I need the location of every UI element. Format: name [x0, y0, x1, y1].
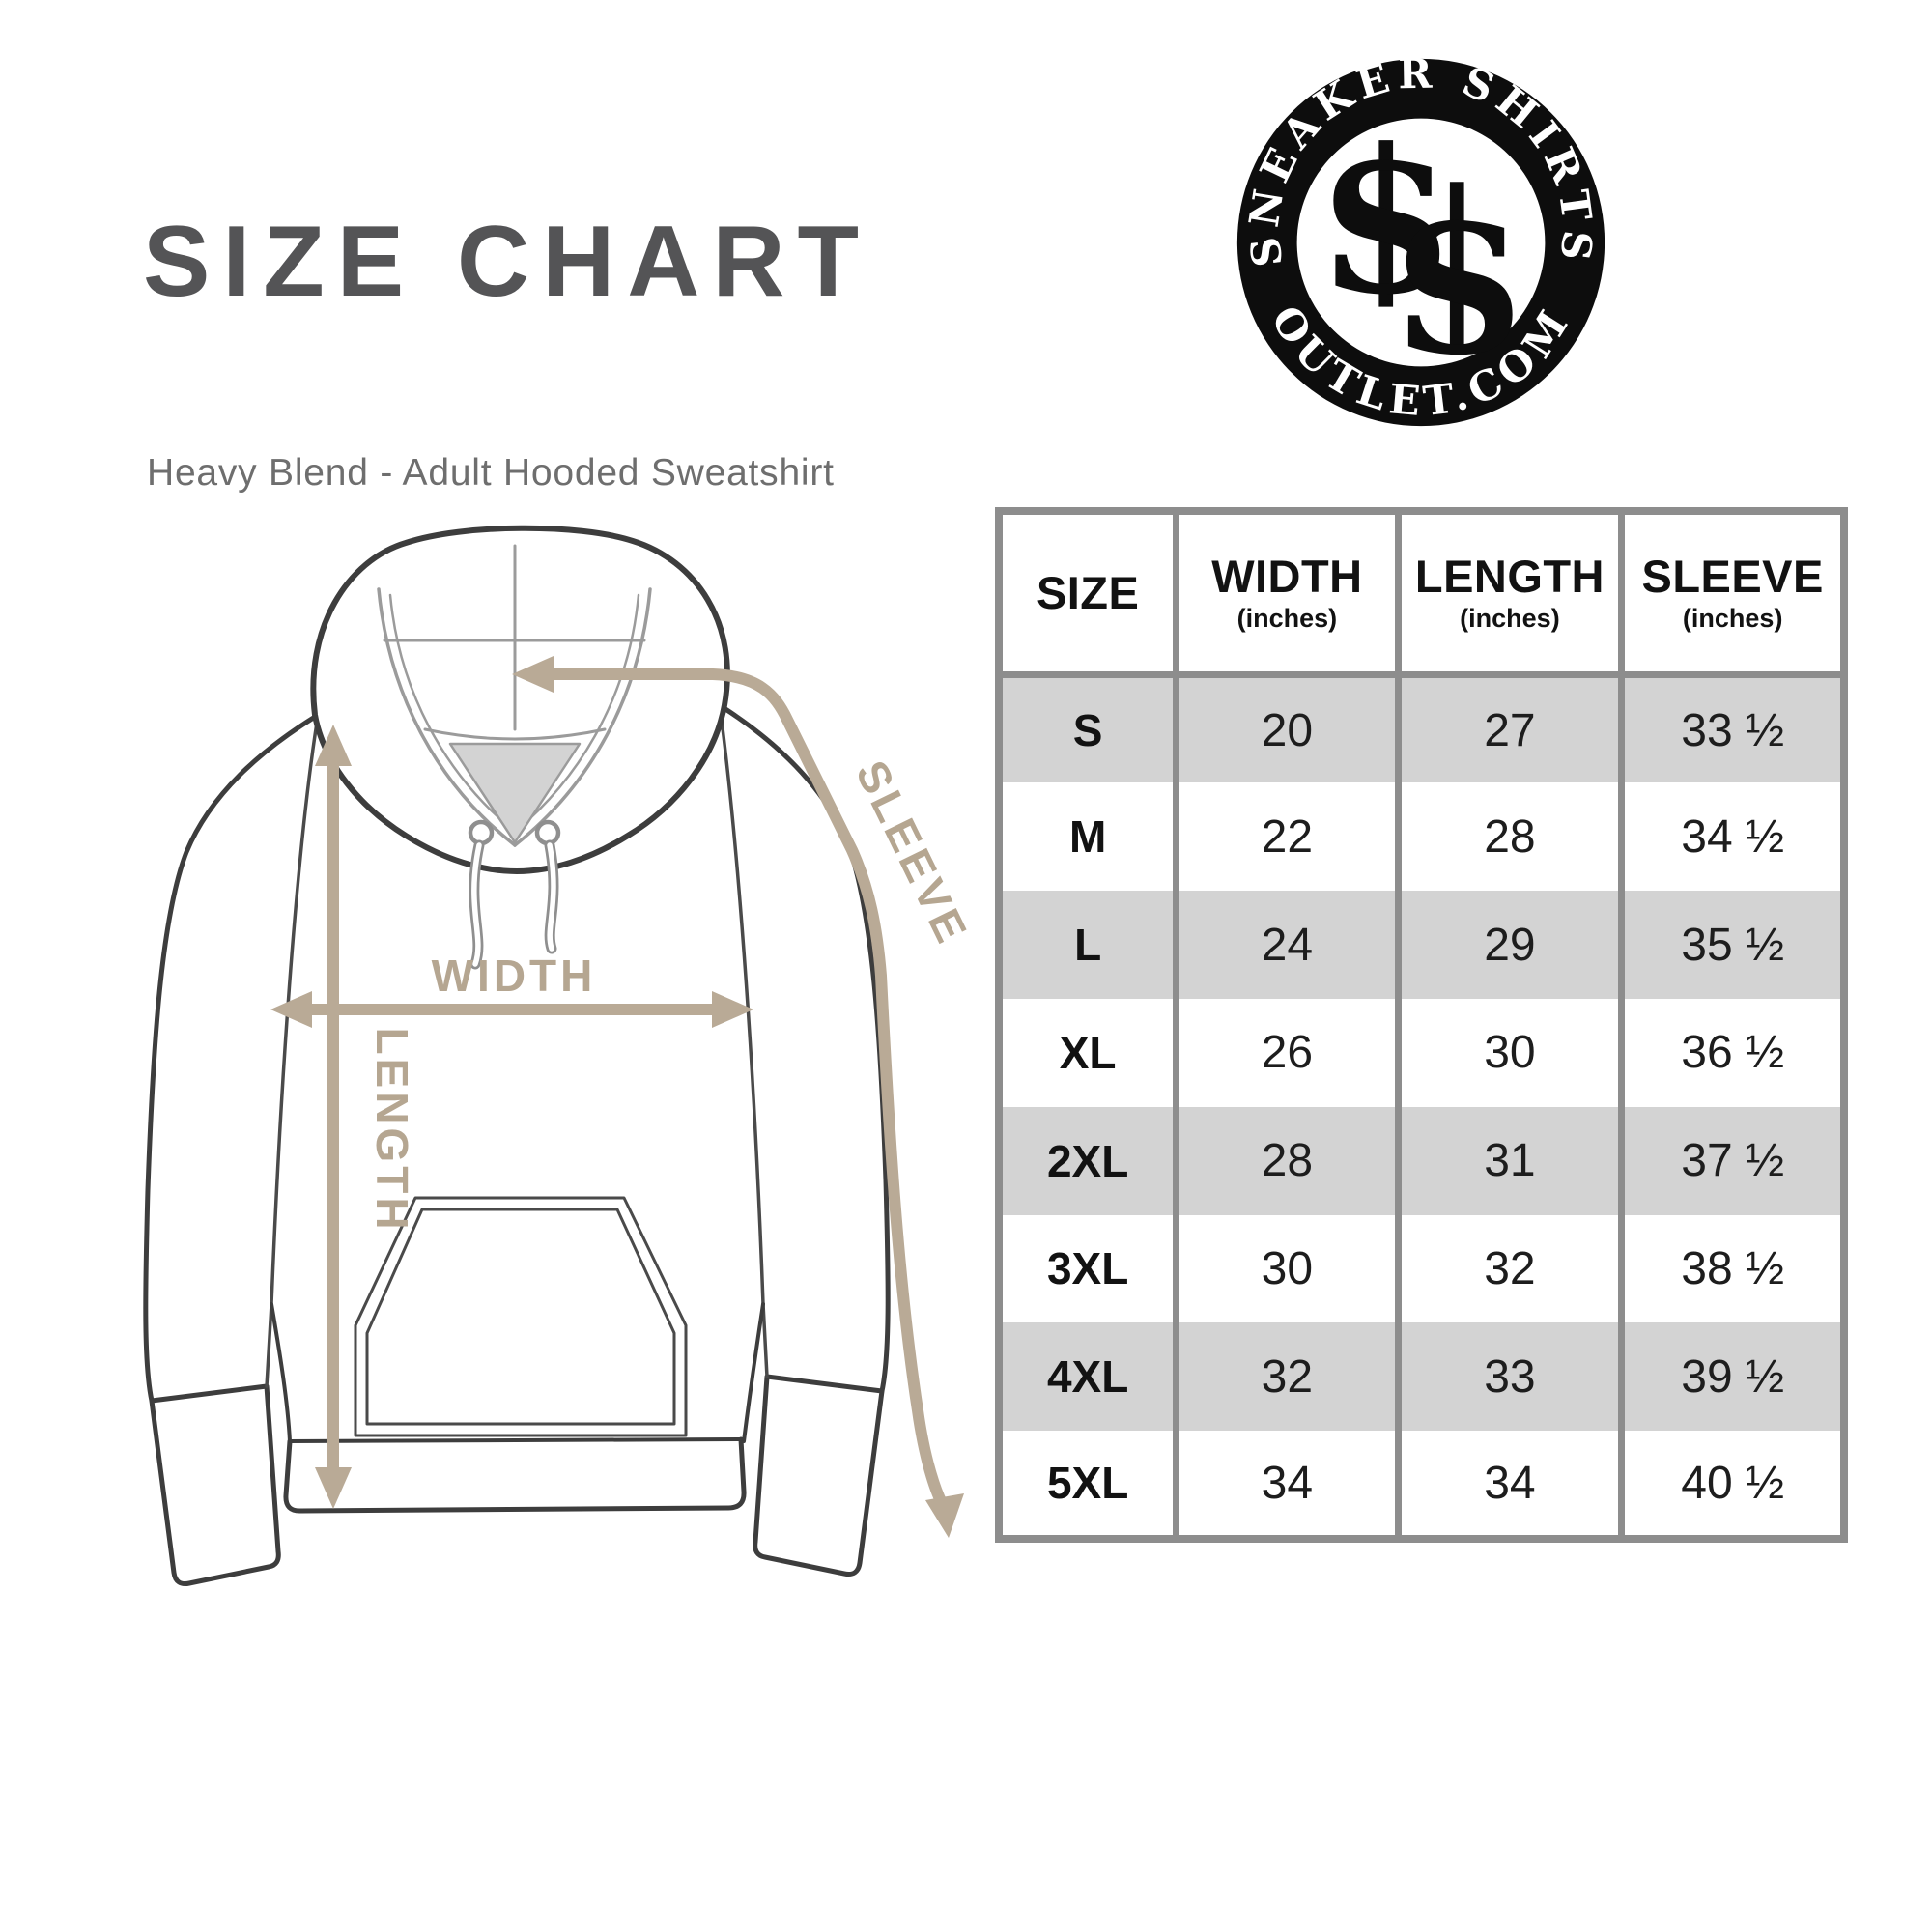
width-cell: 22: [1173, 782, 1398, 892]
header-width-unit: (inches): [1236, 604, 1338, 634]
neck-shade-triangle: [448, 742, 582, 844]
width-cell: 32: [1173, 1322, 1398, 1432]
size-cell: L: [1074, 920, 1102, 971]
length-cell: 27: [1394, 674, 1622, 783]
header-length: LENGTH (inches): [1394, 511, 1622, 678]
length-cell: 30: [1394, 998, 1622, 1107]
length-cell: 33: [1394, 1322, 1622, 1432]
width-cell: 28: [1173, 1106, 1398, 1215]
length-cell: 31: [1394, 1106, 1622, 1215]
length-cell: 28: [1394, 782, 1622, 892]
right-cuff: [753, 1374, 885, 1577]
size-table: SIZE WIDTH (inches) LENGTH (inches) SLEE…: [995, 507, 1848, 1543]
width-cell: 26: [1173, 998, 1398, 1107]
table-row: 5XL 34 34 40 ½: [999, 1431, 1844, 1539]
right-raglan-seam: [719, 711, 769, 1378]
table-header-row: SIZE WIDTH (inches) LENGTH (inches) SLEE…: [999, 511, 1844, 678]
hood-rim-left-inner: [388, 593, 517, 834]
table-row: XL 26 30 36 ½: [999, 998, 1844, 1107]
header-length-label: LENGTH: [1414, 550, 1605, 602]
table-row: L 24 29 35 ½: [999, 891, 1844, 999]
length-cell: 29: [1394, 891, 1622, 999]
width-label: WIDTH: [432, 951, 597, 1001]
header-length-unit: (inches): [1460, 604, 1560, 634]
size-cell: M: [1068, 811, 1107, 863]
sleeve-arrowhead-start: [512, 656, 554, 693]
waistband: [283, 1436, 747, 1514]
logo-ss-monogram: S S: [1321, 126, 1523, 395]
right-eyelet: [534, 819, 561, 846]
sleeve-cell: 35 ½: [1618, 891, 1844, 999]
table-row: 4XL 32 33 39 ½: [999, 1322, 1844, 1432]
hood-rim-right-inner: [513, 593, 640, 834]
page-title: SIZE CHART: [143, 206, 871, 318]
length-label: LENGTH: [367, 1027, 417, 1233]
sleeve-cell: 40 ½: [1618, 1431, 1844, 1539]
width-cell: 24: [1173, 891, 1398, 999]
sleeve-cell: 36 ½: [1618, 998, 1844, 1107]
width-cell: 30: [1173, 1214, 1398, 1323]
size-cell: XL: [1059, 1027, 1117, 1078]
brand-logo: SNEAKER SHIRTS OUTLET.COM S S: [1236, 53, 1605, 427]
right-drawstring: [547, 842, 556, 952]
hood-rim-left: [377, 587, 517, 847]
monogram-s-right: S: [1395, 186, 1523, 395]
hood-rim-right: [513, 587, 652, 847]
length-cell: 32: [1394, 1214, 1622, 1323]
header-size: SIZE: [999, 511, 1177, 678]
sleeve-cell: 33 ½: [1618, 674, 1844, 783]
sleeve-cell: 38 ½: [1618, 1214, 1844, 1323]
sleeve-arrow-line: [526, 668, 948, 1509]
width-cell: 34: [1173, 1431, 1398, 1539]
right-sleeve-outline: [720, 704, 891, 1394]
left-sleeve-outline: [143, 714, 318, 1404]
sleeve-cell: 39 ½: [1618, 1322, 1844, 1432]
pocket-inner: [365, 1208, 676, 1426]
waistband-seam: [288, 1437, 743, 1443]
header-size-label: SIZE: [1036, 567, 1140, 619]
sleeve-cell: 37 ½: [1618, 1106, 1844, 1215]
size-table-container: SIZE WIDTH (inches) LENGTH (inches) SLEE…: [995, 507, 1848, 1543]
hood-outline: [310, 525, 730, 874]
torso-left-edge: [270, 1302, 292, 1443]
table-row: 2XL 28 31 37 ½: [999, 1106, 1844, 1215]
left-drawstring: [471, 842, 482, 967]
size-cell: 4XL: [1046, 1351, 1129, 1403]
page-subtitle: Heavy Blend - Adult Hooded Sweatshirt: [147, 452, 835, 494]
sleeve-cell: 34 ½: [1618, 782, 1844, 892]
width-arrowhead-left: [270, 991, 312, 1028]
left-cuff: [149, 1383, 281, 1586]
length-cell: 34: [1394, 1431, 1622, 1539]
size-cell: 3XL: [1046, 1243, 1129, 1294]
size-cell: 2XL: [1046, 1135, 1129, 1186]
left-eyelet: [468, 819, 495, 846]
width-arrowhead-right: [712, 991, 753, 1028]
table-row: S 20 27 33 ½: [999, 674, 1844, 783]
logo-inner-disc: [1296, 118, 1546, 367]
table-row: M 22 28 34 ½: [999, 782, 1844, 892]
header-sleeve-unit: (inches): [1682, 604, 1783, 634]
length-arrowhead-top: [315, 724, 352, 766]
table-row: 3XL 30 32 38 ½: [999, 1214, 1844, 1323]
sleeve-arrowhead-end: [925, 1493, 964, 1538]
length-arrowhead-bottom: [315, 1467, 352, 1509]
hoodie-diagram: WIDTH LENGTH SLEEVE: [143, 525, 979, 1586]
header-width-label: WIDTH: [1211, 550, 1363, 602]
torso-right-edge: [742, 1302, 765, 1443]
header-sleeve: SLEEVE (inches): [1618, 511, 1844, 678]
width-cell: 20: [1173, 674, 1398, 783]
header-width: WIDTH (inches): [1173, 511, 1398, 678]
header-sleeve-label: SLEEVE: [1641, 550, 1824, 602]
hood-collar-seam: [423, 727, 607, 741]
size-cell: 5XL: [1046, 1458, 1129, 1509]
size-cell: S: [1072, 705, 1103, 756]
pocket-outer: [354, 1196, 688, 1437]
monogram-s-left: S: [1321, 126, 1450, 334]
left-raglan-seam: [265, 721, 319, 1388]
